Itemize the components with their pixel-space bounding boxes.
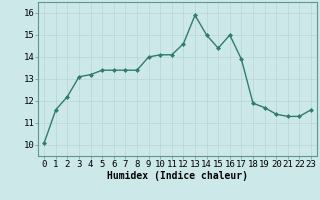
X-axis label: Humidex (Indice chaleur): Humidex (Indice chaleur) <box>107 171 248 181</box>
